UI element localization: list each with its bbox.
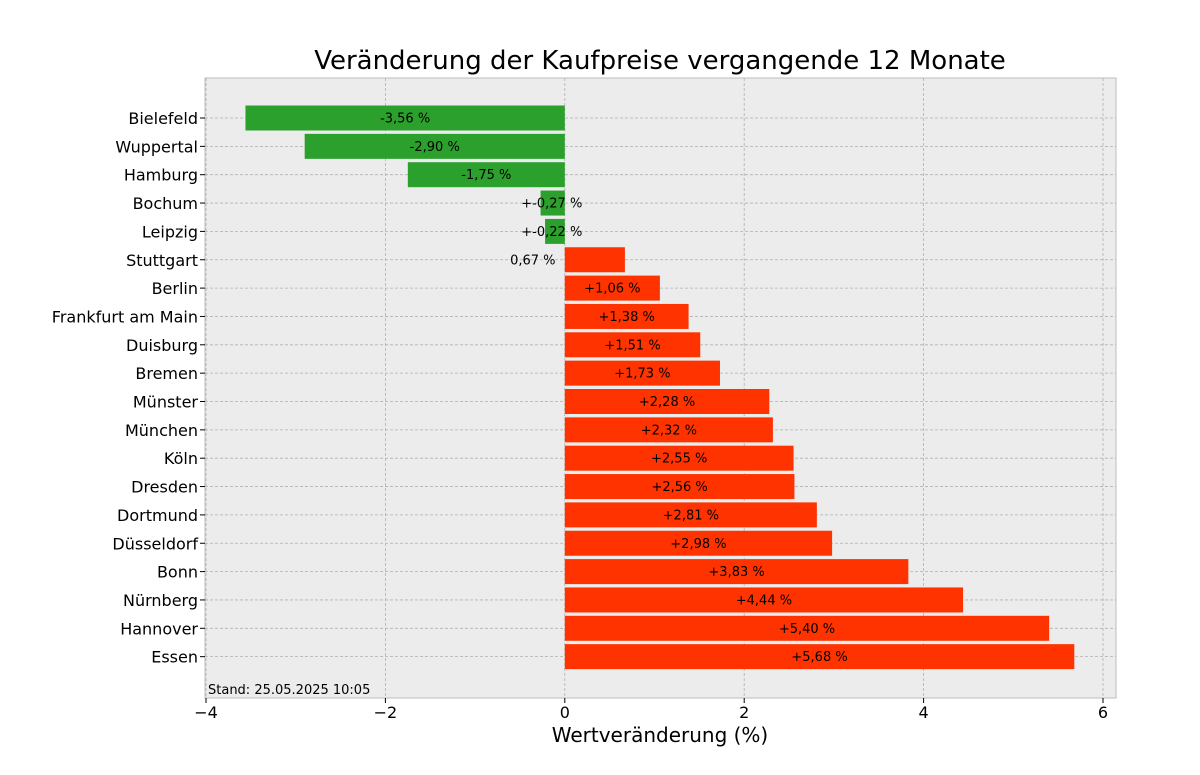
bar (564, 644, 1075, 670)
x-tick-label: −4 (194, 703, 218, 722)
bar-value-label: +-0,22 % (521, 225, 582, 240)
x-axis-ticks: −4 −2 0 2 4 6 (194, 698, 1108, 722)
y-tick-label: Düsseldorf (112, 534, 198, 553)
bar-value-label: +1,06 % (584, 282, 640, 297)
bar-value-label: +-0,27 % (521, 197, 582, 212)
y-tick-label: Leipzig (142, 222, 198, 241)
timestamp-annotation: Stand: 25.05.2025 10:05 (208, 683, 370, 698)
bar (564, 559, 909, 585)
bars (245, 105, 1075, 670)
y-tick-label: Bochum (133, 194, 198, 213)
bar (545, 218, 565, 244)
bar-value-label: -1,75 % (461, 168, 511, 183)
bar (564, 445, 794, 471)
y-tick-label: Berlin (152, 279, 198, 298)
y-tick-label: München (125, 421, 198, 440)
bar-value-label: +2,32 % (641, 423, 697, 438)
bar (564, 474, 795, 500)
y-tick-label: Bremen (135, 364, 198, 383)
y-tick-label: Essen (151, 648, 198, 667)
y-tick-label: Nürnberg (123, 591, 198, 610)
bar (564, 587, 964, 613)
chart-title: Veränderung der Kaufpreise vergangende 1… (314, 46, 1006, 76)
bar (564, 389, 770, 414)
y-tick-label: Dortmund (117, 506, 198, 525)
bar (304, 133, 565, 159)
bar-value-label: +2,98 % (670, 537, 726, 552)
bar-value-label: 0,67 % (510, 253, 555, 268)
bar (407, 162, 565, 188)
y-tick-label: Köln (164, 449, 198, 468)
bar-value-label: +1,38 % (599, 310, 655, 325)
x-tick-label: 2 (739, 703, 749, 722)
bar-labels: -3,56 % -2,90 %-1,75 % +-0,27 % +-0,22 % 0,6… (380, 112, 848, 666)
bar-value-label: +2,55 % (651, 452, 707, 467)
y-tick-label: Wuppertal (115, 137, 198, 156)
y-tick-label: Hannover (120, 619, 198, 638)
y-tick-label: Duisburg (126, 336, 198, 355)
bar (564, 615, 1050, 641)
bar-value-label: -2,90 % (410, 140, 460, 155)
bar (564, 417, 773, 443)
y-tick-label: Münster (133, 393, 199, 412)
x-tick-label: 0 (560, 703, 570, 722)
bar (564, 332, 701, 358)
bar-value-label: +1,73 % (614, 367, 670, 382)
bar-value-label: +2,56 % (651, 480, 707, 495)
bar (245, 105, 565, 131)
x-axis-title: Wertveränderung (%) (552, 723, 769, 747)
bar (564, 303, 689, 329)
bar-value-label: +1,51 % (604, 338, 660, 353)
y-tick-label: Bonn (157, 563, 198, 582)
y-tick-label: Bielefeld (128, 109, 198, 128)
x-tick-label: −2 (374, 703, 398, 722)
x-tick-label: 4 (919, 703, 929, 722)
bar (564, 247, 625, 273)
y-tick-label: Stuttgart (126, 251, 198, 270)
bar-value-label: +2,81 % (663, 508, 719, 523)
x-tick-label: 6 (1098, 703, 1108, 722)
y-tick-label: Dresden (131, 478, 198, 497)
bar-value-label: +5,40 % (779, 622, 835, 637)
bar-value-label: +4,44 % (736, 593, 792, 608)
y-axis-ticks: Bielefeld Wuppertal Hamburg Bochum Leipzig St… (52, 109, 205, 667)
bar-value-label: +5,68 % (791, 650, 847, 665)
bar-value-label: +2,28 % (639, 395, 695, 410)
y-tick-label: Frankfurt am Main (52, 307, 198, 326)
bar (564, 275, 660, 301)
bar (564, 502, 817, 528)
y-tick-label: Hamburg (124, 166, 198, 185)
bar-value-label: -3,56 % (380, 112, 430, 127)
bar (564, 530, 833, 556)
bar-value-label: +3,83 % (708, 565, 764, 580)
bar (540, 190, 565, 216)
bar (564, 360, 720, 386)
